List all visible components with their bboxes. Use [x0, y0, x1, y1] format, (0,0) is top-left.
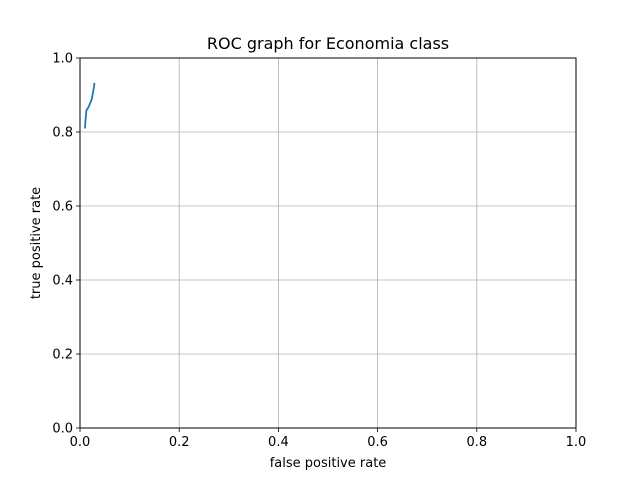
- plot-frame: [79, 57, 577, 429]
- y-axis-label: true positive rate: [29, 187, 44, 299]
- y-tick-label: 1.0: [52, 52, 73, 67]
- y-tick-label: 0.0: [52, 422, 73, 437]
- y-tick-label: 0.8: [52, 126, 73, 141]
- x-tick-label: 0.8: [466, 435, 487, 450]
- x-tick-label: 0.2: [169, 435, 190, 450]
- axis-ticks: 0.0 0.2 0.4 0.6 0.8 1.0 0.0 0.2 0.4 0.6 0.8 1.0: [52, 52, 586, 451]
- x-tick-label: 1.0: [566, 435, 587, 450]
- x-tick-label: 0.4: [268, 435, 289, 450]
- y-tick-label: 0.4: [52, 274, 73, 289]
- x-tick-label: 0.0: [70, 435, 91, 450]
- series-lines: [83, 82, 96, 129]
- chart-title: ROC graph for Economia class: [207, 34, 449, 53]
- y-tick-label: 0.6: [52, 200, 73, 215]
- x-axis-label: false positive rate: [270, 456, 387, 471]
- y-tick-label: 0.2: [52, 348, 73, 363]
- x-tick-label: 0.6: [367, 435, 388, 450]
- roc-curve-line: [83, 82, 96, 129]
